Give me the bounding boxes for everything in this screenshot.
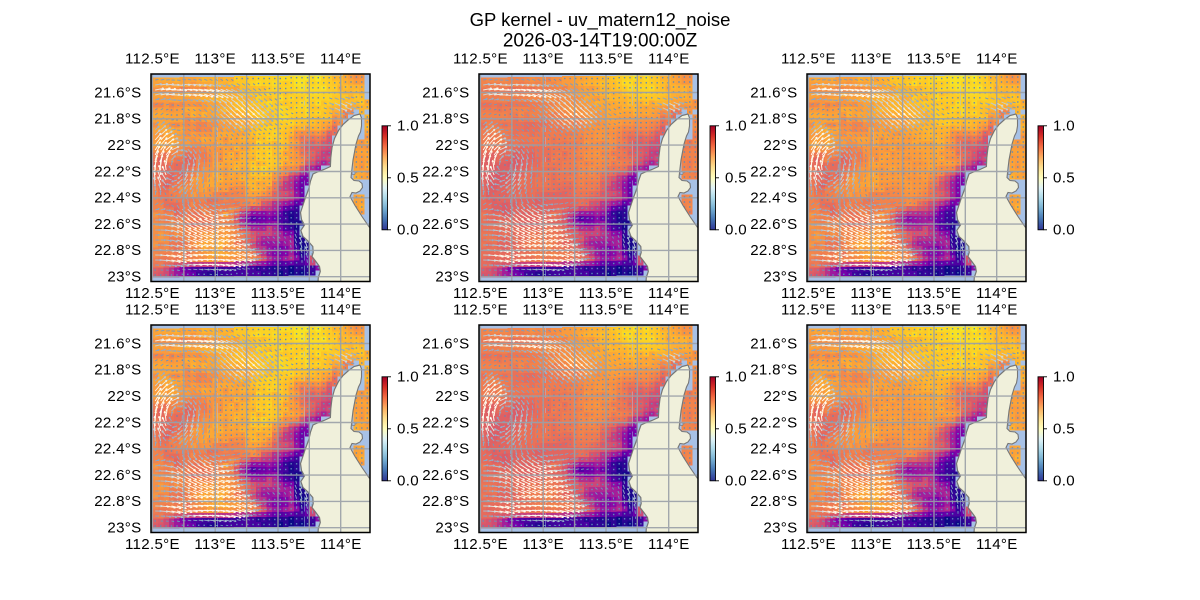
svg-text:2026-03-14T19:00:00Z: 2026-03-14T19:00:00Z [503, 31, 698, 52]
svg-text:GP kernel - uv_matern12_noise: GP kernel - uv_matern12_noise [470, 9, 731, 31]
